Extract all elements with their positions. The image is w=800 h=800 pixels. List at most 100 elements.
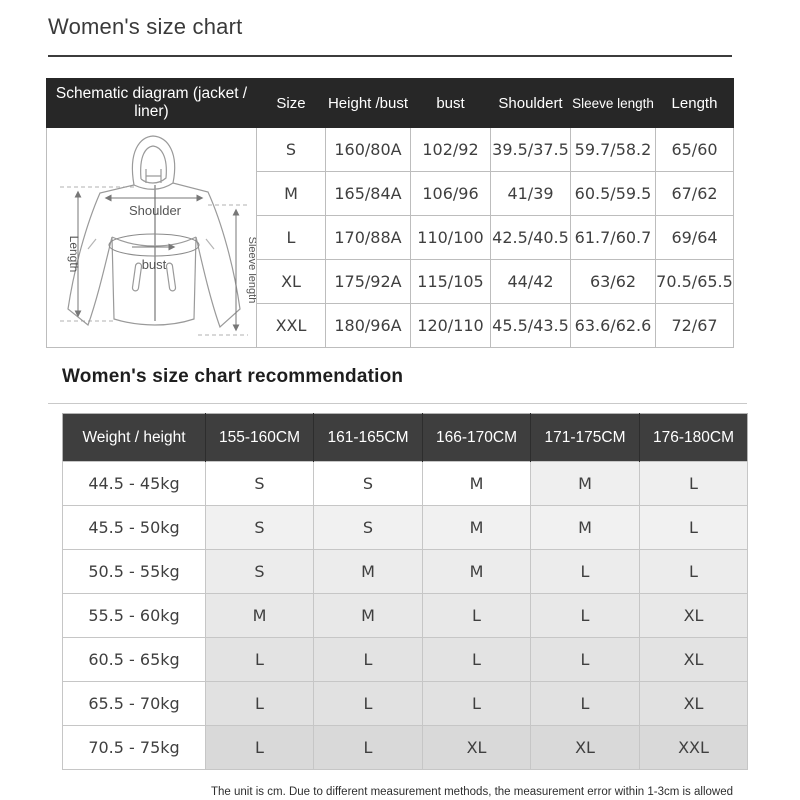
column-header-diagram: Schematic diagram (jacket / liner) xyxy=(46,78,257,128)
recommended-size-cell: XL xyxy=(639,637,748,682)
recommended-size-cell: L xyxy=(313,681,423,726)
column-header-161-165: 161-165CM xyxy=(313,413,423,462)
shoulder-cell: 39.5/37.5 xyxy=(490,127,571,172)
column-header-length: Length xyxy=(655,78,734,128)
table-row: XXL 180/96A 120/110 45.5/43.5 63.6/62.6 … xyxy=(47,303,734,348)
recommended-size-cell: L xyxy=(639,461,748,506)
table-row: Shoulder bust Length Sleeve length S 160… xyxy=(46,127,734,348)
sleeve-cell: 63.6/62.6 xyxy=(570,303,656,348)
bust-cell: 110/100 xyxy=(410,215,491,260)
recommended-size-cell: S xyxy=(313,461,423,506)
length-cell: 69/64 xyxy=(655,215,734,260)
recommended-size-cell: L xyxy=(313,725,423,770)
jacket-body-outline xyxy=(66,181,241,328)
size-cell: M xyxy=(256,171,326,216)
size-recommendation-table: Weight / height 155-160CM 161-165CM 166-… xyxy=(62,413,748,770)
recommended-size-cell: L xyxy=(422,681,531,726)
sleeve-cell: 59.7/58.2 xyxy=(570,127,656,172)
column-header-size: Size xyxy=(256,78,326,128)
bust-cell: 102/92 xyxy=(410,127,491,172)
recommended-size-cell: M xyxy=(530,505,640,550)
recommended-size-cell: L xyxy=(205,725,314,770)
recommended-size-cell: S xyxy=(205,549,314,594)
title-divider xyxy=(48,55,732,57)
recommendation-header-row: Weight / height 155-160CM 161-165CM 166-… xyxy=(62,413,748,462)
measurement-disclaimer: The unit is cm. Due to different measure… xyxy=(211,786,733,798)
sleeve-cell: 60.5/59.5 xyxy=(570,171,656,216)
height-bust-cell: 170/88A xyxy=(325,215,411,260)
column-header-height-bust: Height /bust xyxy=(325,78,411,128)
weight-range-cell: 44.5 - 45kg xyxy=(62,461,206,506)
hood-inner-outline xyxy=(139,144,167,184)
jacket-schematic-diagram: Shoulder bust Length Sleeve length xyxy=(46,127,258,348)
size-cell: XXL xyxy=(256,303,326,348)
weight-range-cell: 50.5 - 55kg xyxy=(62,549,206,594)
recommended-size-cell: L xyxy=(205,681,314,726)
size-cell: L xyxy=(256,215,326,260)
recommended-size-cell: L xyxy=(530,593,640,638)
size-chart-page: Women's size chart Schematic diagram (ja… xyxy=(0,14,800,800)
recommended-size-cell: M xyxy=(422,505,531,550)
hood-outline xyxy=(131,134,175,185)
column-header-166-170: 166-170CM xyxy=(422,413,531,462)
height-bust-cell: 175/92A xyxy=(325,259,411,304)
sleeve-cell: 63/62 xyxy=(570,259,656,304)
weight-range-cell: 70.5 - 75kg xyxy=(62,725,206,770)
table-row: 50.5 - 55kg S M M L L xyxy=(62,549,748,594)
right-pocket xyxy=(165,262,176,291)
recommended-size-cell: XL xyxy=(639,593,748,638)
bust-cell: 115/105 xyxy=(410,259,491,304)
weight-range-cell: 65.5 - 70kg xyxy=(62,681,206,726)
table-row: 55.5 - 60kg M M L L XL xyxy=(62,593,748,638)
column-header-bust: bust xyxy=(410,78,491,128)
length-cell: 65/60 xyxy=(655,127,734,172)
recommended-size-cell: XL xyxy=(530,725,640,770)
recommended-size-cell: XL xyxy=(639,681,748,726)
shoulder-cell: 44/42 xyxy=(490,259,571,304)
table-row: L 170/88A 110/100 42.5/40.5 61.7/60.7 69… xyxy=(47,215,734,260)
left-pocket xyxy=(131,262,142,291)
recommended-size-cell: L xyxy=(639,549,748,594)
length-cell: 72/67 xyxy=(655,303,734,348)
length-label: Length xyxy=(67,235,81,272)
shoulder-cell: 42.5/40.5 xyxy=(490,215,571,260)
shoulder-cell: 45.5/43.5 xyxy=(490,303,571,348)
size-cell: S xyxy=(256,127,326,172)
bust-measure-ellipse xyxy=(108,233,199,256)
recommendation-title: Women's size chart recommendation xyxy=(62,366,404,387)
recommended-size-cell: L xyxy=(205,637,314,682)
weight-range-cell: 45.5 - 50kg xyxy=(62,505,206,550)
column-header-176-180: 176-180CM xyxy=(639,413,748,462)
size-table-header-row: Schematic diagram (jacket / liner) Size … xyxy=(46,78,734,128)
table-row: 44.5 - 45kg S S M M L xyxy=(62,461,748,506)
column-header-shoulder: Shouldert xyxy=(490,78,571,128)
size-cell: XL xyxy=(256,259,326,304)
table-row: 45.5 - 50kg S S M M L xyxy=(62,505,748,550)
recommended-size-cell: L xyxy=(313,637,423,682)
length-cell: 67/62 xyxy=(655,171,734,216)
length-cell: 70.5/65.5 xyxy=(655,259,734,304)
table-row: 70.5 - 75kg L L XL XL XXL xyxy=(62,725,748,770)
bust-label: bust xyxy=(141,257,166,272)
recommended-size-cell: L xyxy=(530,549,640,594)
bust-cell: 106/96 xyxy=(410,171,491,216)
recommended-size-cell: M xyxy=(205,593,314,638)
recommended-size-cell: S xyxy=(205,461,314,506)
weight-range-cell: 55.5 - 60kg xyxy=(62,593,206,638)
table-row: 65.5 - 70kg L L L L XL xyxy=(62,681,748,726)
recommended-size-cell: S xyxy=(313,505,423,550)
table-row: 60.5 - 65kg L L L L XL xyxy=(62,637,748,682)
recommended-size-cell: S xyxy=(205,505,314,550)
recommended-size-cell: M xyxy=(313,549,423,594)
recommendation-divider xyxy=(48,403,747,404)
jacket-outline-drawing: Shoulder bust Length Sleeve length xyxy=(59,134,258,335)
recommended-size-cell: M xyxy=(422,461,531,506)
column-header-weight-height: Weight / height xyxy=(62,413,206,462)
sleeve-length-label: Sleeve length xyxy=(246,236,256,303)
page-title: Women's size chart xyxy=(48,14,243,39)
recommended-size-cell: XL xyxy=(422,725,531,770)
height-bust-cell: 165/84A xyxy=(325,171,411,216)
recommended-size-cell: M xyxy=(530,461,640,506)
table-row: M 165/84A 106/96 41/39 60.5/59.5 67/62 xyxy=(47,171,734,216)
bust-cell: 120/110 xyxy=(410,303,491,348)
